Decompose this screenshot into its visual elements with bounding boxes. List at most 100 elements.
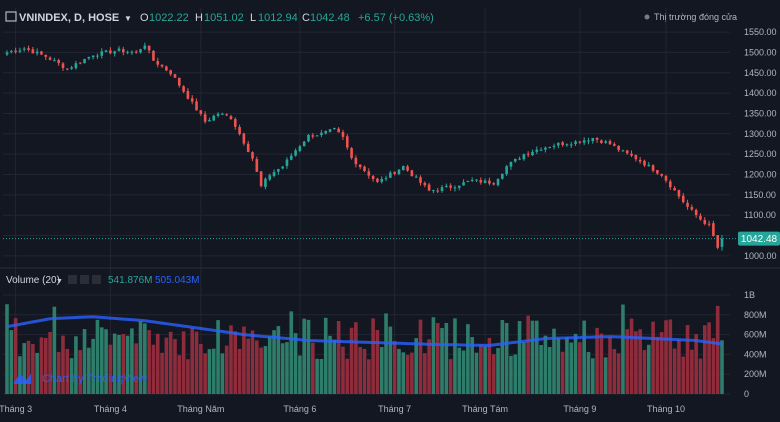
last-price-tag-box [738,231,780,246]
candle-body [544,147,547,150]
volume-bar [280,343,285,394]
volume-bar [681,356,686,394]
time-tick-label: Tháng 10 [647,404,685,414]
candle-body [522,154,526,160]
candle-body [638,159,642,162]
settings-icon[interactable] [80,275,89,284]
volume-bar [259,347,263,394]
price-tick-label: 1450.00 [744,68,777,78]
volume-bar [220,353,225,394]
volume-bar [211,348,216,394]
volume-axis[interactable]: 0 200M 400M 600M 800M 1B [744,290,767,399]
volume-bar [302,318,306,394]
volume-bar [474,352,479,394]
candle-body [466,181,470,183]
candle-body [57,60,60,64]
volume-bar [543,335,548,394]
candle-body [87,56,91,59]
volume-bar [646,344,651,394]
volume-bar [603,357,608,394]
candle-body [509,161,513,167]
volume-bar [293,333,298,394]
volume-bar [341,346,345,394]
volume-bar [237,348,242,394]
candle-body [225,114,228,116]
candle-body [531,152,534,156]
candle-body [376,178,379,182]
candle-body [311,135,315,137]
collapse-legend-icon[interactable] [5,11,17,22]
candle-body [384,178,388,180]
candle-body [634,154,638,160]
volume-tick-label: 400M [744,349,767,359]
volume-bar [130,328,134,394]
volume-tick-label: 0 [744,389,749,399]
candle-body [324,130,328,134]
candle-body [190,98,194,102]
candle-body [139,49,142,53]
candle-body [453,187,457,189]
time-tick-label: Tháng Tám [462,404,508,414]
close-icon[interactable] [92,275,101,284]
candle-body [470,179,474,181]
volume-bar [612,349,617,394]
candle-body [492,183,496,185]
volume-bar [586,351,591,394]
candle-body [380,178,384,182]
candle-body [358,164,362,168]
volume-bar [199,343,203,394]
low-label: L [250,12,256,24]
volume-bar [323,317,328,394]
candle-body [427,184,431,191]
chevron-down-icon[interactable]: ▼ [56,278,63,285]
volume-bar [599,333,604,394]
candle-body [686,202,689,207]
volume-tick-label: 800M [744,310,767,320]
volume-bar [435,323,440,394]
volume-bar [500,320,505,394]
volume-title[interactable]: Volume (20) [6,275,60,286]
chevron-down-icon[interactable]: ▼ [124,14,132,23]
candle-body [712,223,715,236]
candle-body [505,166,508,174]
time-tick-label: Tháng 7 [378,404,411,414]
volume-bar [526,315,530,394]
candle-body [186,90,190,99]
volume-bar [289,311,294,394]
volume-bar [569,342,574,394]
volume-bar [74,336,78,394]
volume-bar [82,329,87,394]
candle-body [350,148,353,159]
candle-body [233,119,237,127]
volume-bar [427,339,431,394]
volume-bar [52,306,57,394]
candle-body [173,74,177,78]
price-tick-label: 1000.00 [744,251,777,261]
volume-bar [560,351,565,394]
tradingview-branding: Chart by TradingView [42,373,147,385]
volume-bar [151,344,156,394]
candle-body [272,172,276,177]
volume-bar [659,332,664,394]
volume-bar [379,347,384,394]
time-axis[interactable]: Tháng 3 Tháng 4 Tháng Năm Tháng 6 Tháng 7 Thá… [0,404,685,414]
volume-bar [664,320,668,394]
symbol-title[interactable]: VNINDEX, D, HOSE [19,12,119,24]
volume-bar [56,351,61,394]
candle-body [535,149,539,152]
candle-body [591,137,595,142]
volume-bar [311,342,315,394]
candle-body [10,51,13,53]
eye-icon[interactable] [68,275,77,284]
time-tick-label: Tháng 3 [0,404,32,414]
tradingview-watermark[interactable]: Chart by TradingView [14,373,147,385]
volume-bar [685,325,690,394]
candle-body [14,50,17,52]
volume-value: 541.876M [108,275,152,286]
volume-bar [491,354,496,394]
candle-body [440,187,444,191]
time-tick-label: Tháng 4 [94,404,127,414]
candle-body [242,133,246,144]
volume-bar [48,331,52,394]
